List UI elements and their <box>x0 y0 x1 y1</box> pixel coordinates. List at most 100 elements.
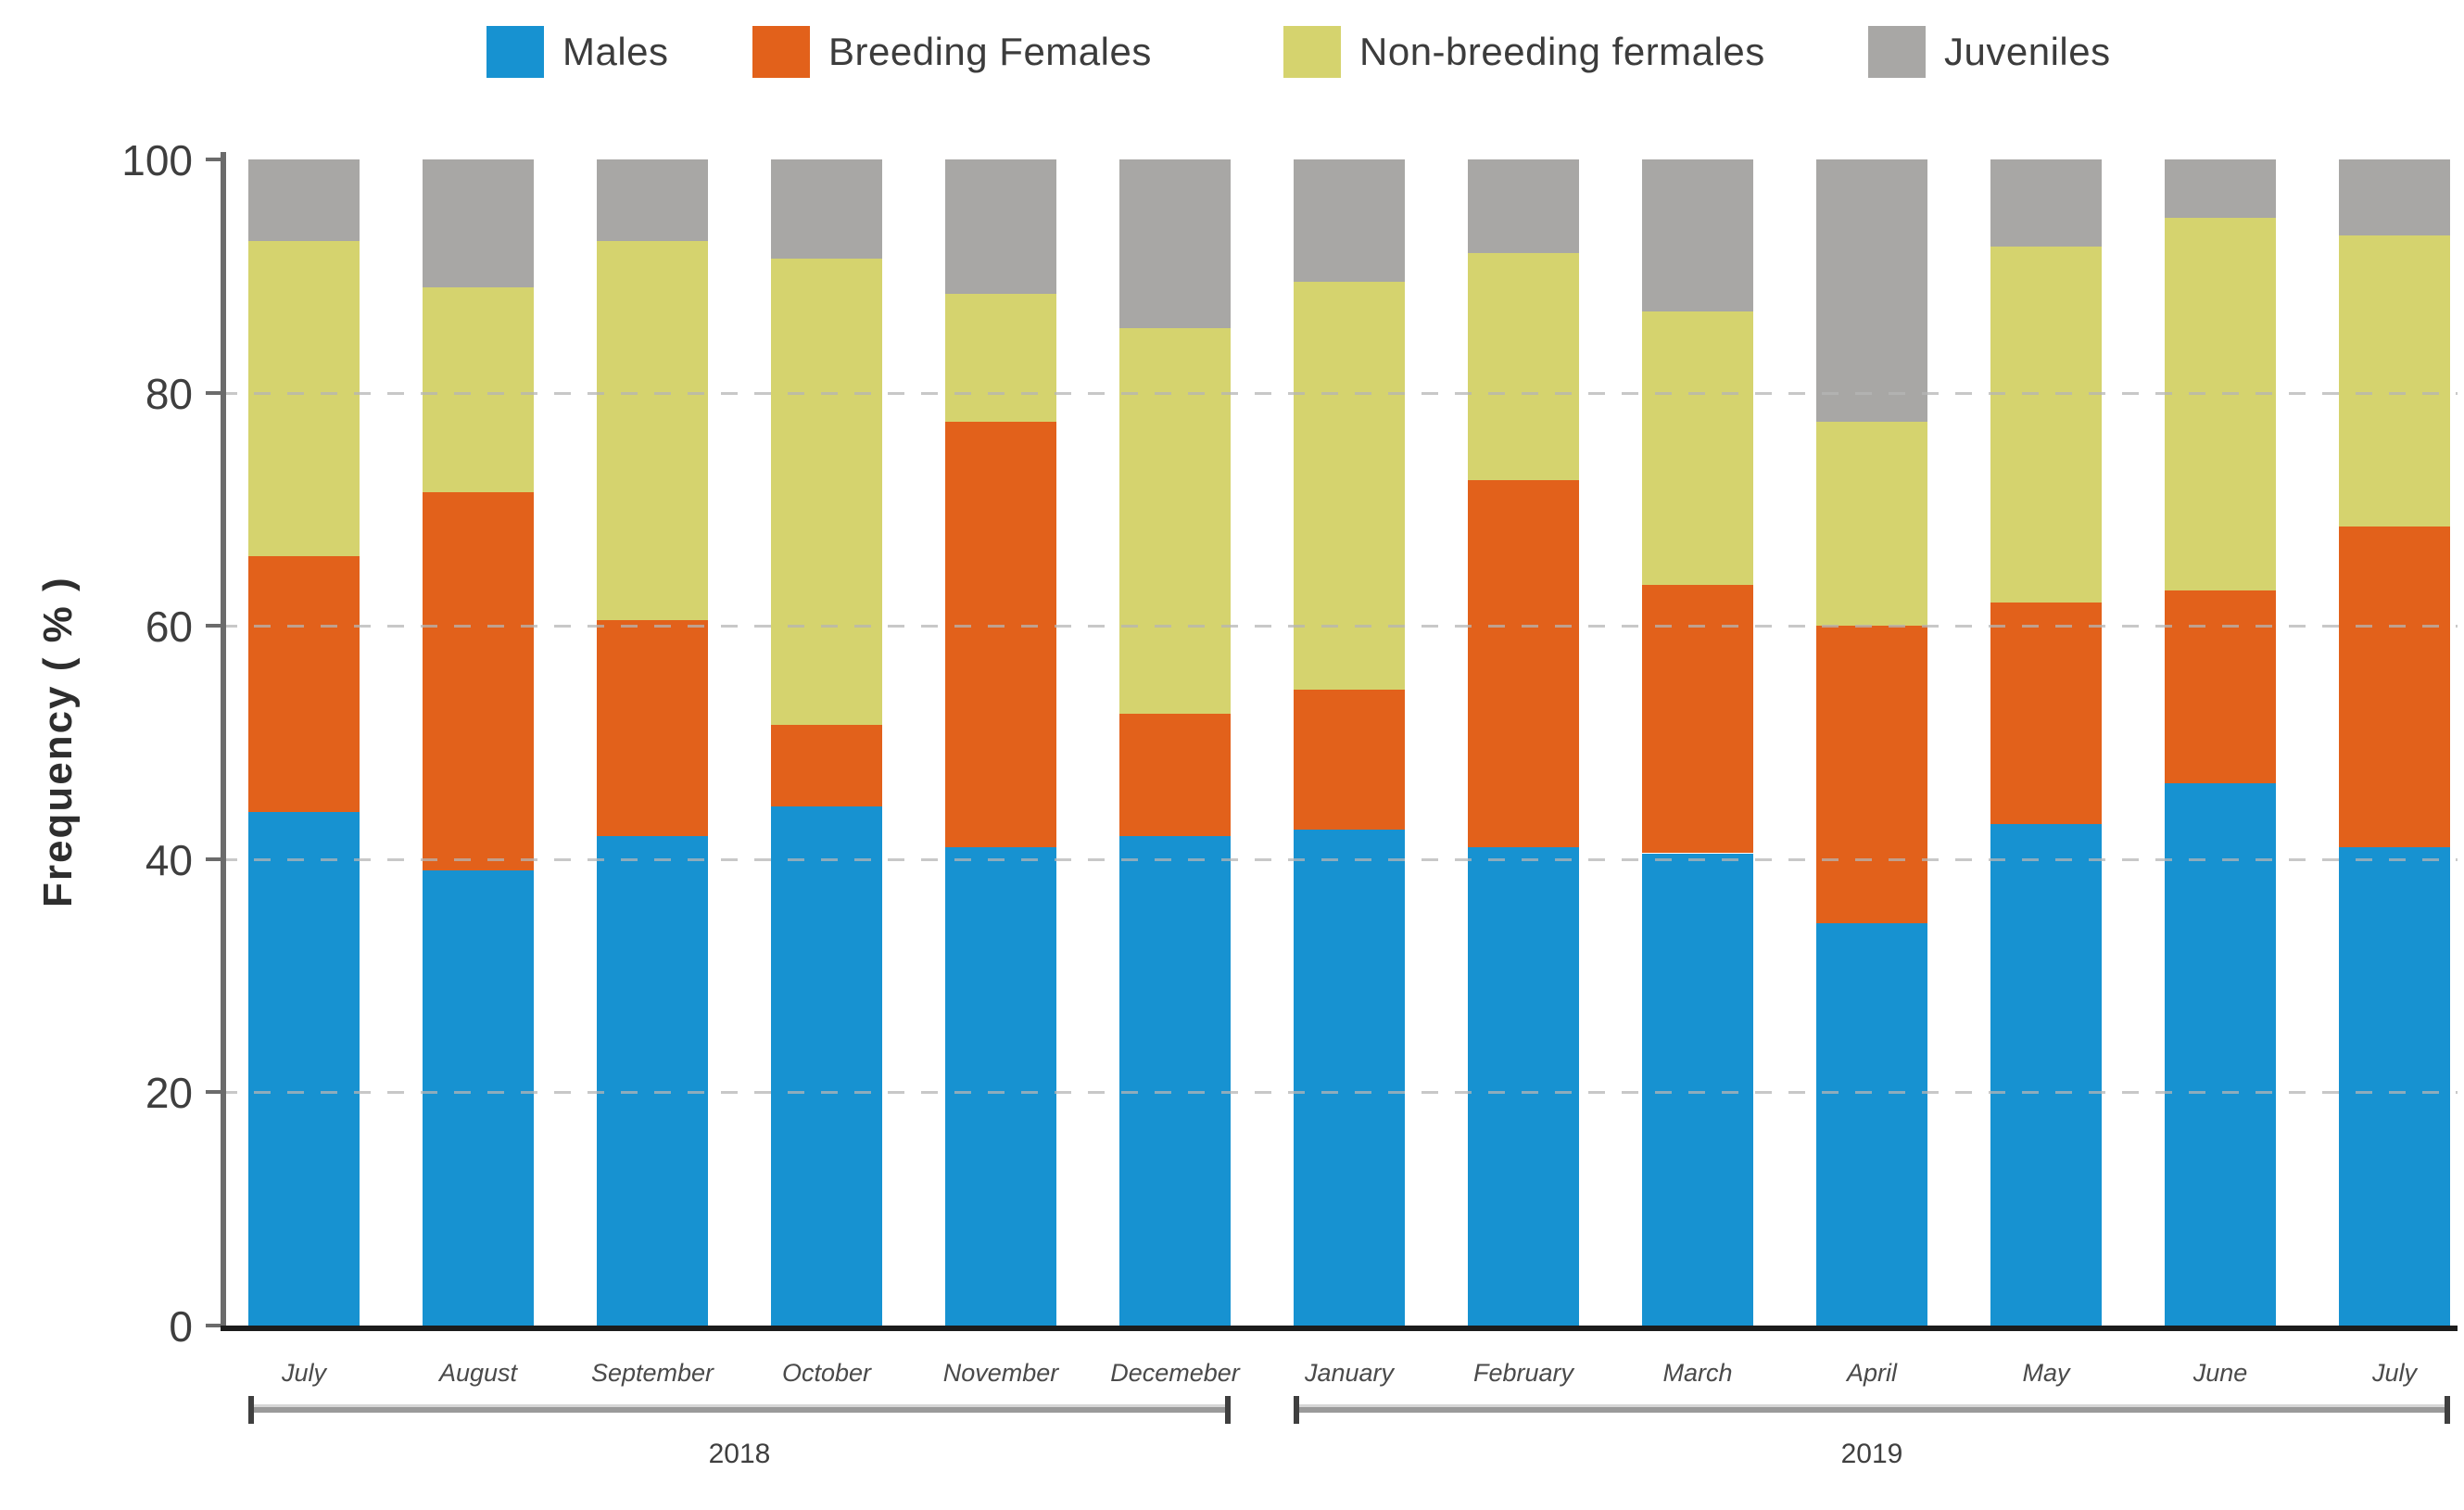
bar-segment-juveniles-july-2019 <box>2339 159 2450 235</box>
bar-segment-males-july-2018 <box>248 812 360 1326</box>
gridline-40 <box>221 857 2458 861</box>
x-tick-label-march-2019: March <box>1662 1359 1733 1387</box>
bar-segment-breeding-females-august-2018 <box>423 491 534 871</box>
y-tick-mark-60 <box>206 624 221 628</box>
legend-item-breeding-females: Breeding Females <box>752 26 1152 82</box>
legend-swatch-males <box>486 26 544 78</box>
year-bracket-tick-2018-start <box>248 1396 254 1424</box>
bar-segment-non-breeding-fermales-september-2018 <box>597 241 708 620</box>
x-tick-label-july-2018: July <box>281 1359 326 1387</box>
bar-segment-males-october-2018 <box>771 806 882 1326</box>
gridline-60 <box>221 625 2458 628</box>
bar-segment-breeding-females-march-2019 <box>1642 585 1753 854</box>
legend-swatch-non-breeding-fermales <box>1283 26 1341 78</box>
legend-label-breeding-females: Breeding Females <box>828 30 1152 73</box>
bar-segment-males-may-2019 <box>1990 824 2102 1326</box>
bar-segment-non-breeding-fermales-february-2019 <box>1468 252 1579 480</box>
x-tick-label-april-2019: April <box>1846 1359 1897 1387</box>
y-tick-mark-0 <box>206 1324 221 1327</box>
bar-segment-males-april-2019 <box>1816 922 1927 1326</box>
bar-segment-juveniles-august-2018 <box>423 159 534 288</box>
bar-segment-non-breeding-fermales-decemeber-2018 <box>1119 328 1231 714</box>
x-tick-label-decemeber-2018: Decemeber <box>1110 1359 1240 1387</box>
bar-segment-non-breeding-fermales-june-2019 <box>2165 217 2276 591</box>
bar-segment-breeding-females-july-2019 <box>2339 527 2450 848</box>
x-tick-label-july-2019: July <box>2371 1359 2417 1387</box>
bar-segment-breeding-females-september-2018 <box>597 619 708 836</box>
bar-segment-breeding-females-february-2019 <box>1468 479 1579 848</box>
bar-segment-juveniles-november-2018 <box>945 159 1056 294</box>
y-tick-mark-20 <box>206 1090 221 1095</box>
bar-segment-males-july-2019 <box>2339 847 2450 1326</box>
x-tick-label-november-2018: November <box>942 1359 1059 1387</box>
legend: Males Breeding Females Non-breeding fermal… <box>0 0 2464 102</box>
legend-swatch-breeding-females <box>752 26 810 78</box>
year-label-2018: 2018 <box>708 1439 771 1469</box>
year-label-2019: 2019 <box>1840 1439 1903 1469</box>
bar-segment-males-january-2019 <box>1294 830 1405 1326</box>
bar-segment-non-breeding-fermales-august-2018 <box>423 287 534 492</box>
year-bracket-tick-2019-end <box>2445 1396 2450 1424</box>
year-bracket-2019 <box>1294 1407 2450 1413</box>
bar-segment-breeding-females-november-2018 <box>945 422 1056 848</box>
year-bracket-tick-2019-start <box>1294 1396 1299 1424</box>
legend-item-non-breeding-fermales: Non-breeding fermales <box>1283 26 1765 82</box>
x-tick-label-september-2018: September <box>590 1359 714 1387</box>
bar-segment-non-breeding-fermales-july-2019 <box>2339 235 2450 527</box>
x-tick-label-october-2018: October <box>781 1359 872 1387</box>
bar-segment-juveniles-january-2019 <box>1294 159 1405 283</box>
y-tick-label-20: 20 <box>145 1069 193 1118</box>
y-tick-mark-40 <box>206 857 221 861</box>
bar-segment-non-breeding-fermales-october-2018 <box>771 258 882 726</box>
bar-segment-non-breeding-fermales-july-2018 <box>248 241 360 556</box>
bar-segment-non-breeding-fermales-march-2019 <box>1642 311 1753 586</box>
bar-segment-juveniles-decemeber-2018 <box>1119 159 1231 329</box>
y-tick-label-80: 80 <box>145 369 193 418</box>
bar-segment-breeding-females-may-2019 <box>1990 603 2102 825</box>
y-tick-label-40: 40 <box>145 835 193 884</box>
bar-segment-breeding-females-decemeber-2018 <box>1119 713 1231 836</box>
bar-segment-males-june-2019 <box>2165 783 2276 1326</box>
legend-swatch-juveniles <box>1868 26 1926 78</box>
legend-label-juveniles: Juveniles <box>1944 30 2111 73</box>
bar-segment-breeding-females-june-2019 <box>2165 590 2276 784</box>
y-axis-title: Frequency ( % ) <box>35 576 81 907</box>
bar-segment-males-march-2019 <box>1642 853 1753 1326</box>
bar-segment-breeding-females-october-2018 <box>771 725 882 807</box>
bar-segment-non-breeding-fermales-may-2019 <box>1990 247 2102 603</box>
x-axis-line <box>221 1326 2458 1331</box>
year-bracket-2018 <box>248 1407 1231 1413</box>
bar-segment-juveniles-april-2019 <box>1816 159 1927 423</box>
bar-segment-juveniles-july-2018 <box>248 159 360 242</box>
y-tick-label-0: 0 <box>169 1302 193 1351</box>
bar-segment-breeding-females-july-2018 <box>248 555 360 813</box>
bar-segment-breeding-females-april-2019 <box>1816 626 1927 923</box>
bar-segment-males-august-2018 <box>423 870 534 1326</box>
bar-segment-juveniles-february-2019 <box>1468 159 1579 253</box>
y-tick-mark-100 <box>206 158 221 161</box>
bar-segment-males-september-2018 <box>597 835 708 1326</box>
y-tick-label-100: 100 <box>121 136 193 184</box>
gridline-80 <box>221 391 2458 395</box>
legend-item-males: Males <box>486 26 669 82</box>
y-tick-label-60: 60 <box>145 603 193 652</box>
bar-segment-juveniles-may-2019 <box>1990 159 2102 247</box>
x-tick-label-may-2019: May <box>2022 1359 2070 1387</box>
y-tick-mark-80 <box>206 390 221 395</box>
bar-segment-juveniles-october-2018 <box>771 159 882 259</box>
legend-label-males: Males <box>562 30 669 73</box>
legend-label-non-breeding-fermales: Non-breeding fermales <box>1359 30 1765 73</box>
year-bracket-tick-2018-end <box>1225 1396 1231 1424</box>
bar-segment-non-breeding-fermales-april-2019 <box>1816 422 1927 627</box>
legend-item-juveniles: Juveniles <box>1868 26 2111 82</box>
x-tick-label-february-2019: February <box>1472 1359 1574 1387</box>
bar-segment-juveniles-june-2019 <box>2165 159 2276 218</box>
gridline-20 <box>221 1091 2458 1095</box>
bar-segment-juveniles-september-2018 <box>597 159 708 242</box>
bar-segment-non-breeding-fermales-january-2019 <box>1294 282 1405 691</box>
bar-segment-males-february-2019 <box>1468 847 1579 1326</box>
x-tick-label-august-2018: August <box>438 1359 518 1387</box>
bar-segment-juveniles-march-2019 <box>1642 159 1753 311</box>
bar-segment-non-breeding-fermales-november-2018 <box>945 293 1056 423</box>
x-tick-label-june-2019: June <box>2192 1359 2248 1387</box>
